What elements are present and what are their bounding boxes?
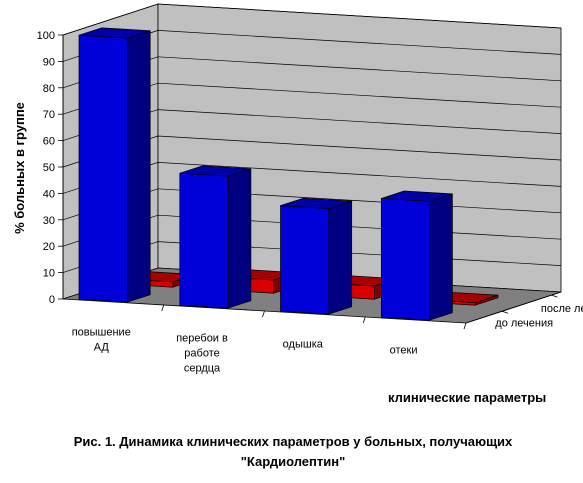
y-tick-label: 40 [43, 188, 55, 200]
figure-caption-line2: "Кардиолептин" [241, 454, 346, 469]
bar-before-3 [380, 190, 453, 321]
category-label: перебои в работе сердца [176, 332, 228, 374]
depth-tick-mark [501, 310, 509, 314]
y-tick-label: 0 [49, 294, 55, 306]
bar-before-2 [280, 197, 353, 315]
y-tick-label: 90 [43, 56, 55, 68]
series-label: до лечения [495, 318, 553, 330]
y-tick-label: 100 [37, 30, 55, 42]
y-axis-ticks: 0 10 20 30 40 50 60 70 80 90 100 [37, 30, 63, 306]
bars [78, 27, 499, 321]
category-label: одышка [283, 338, 324, 350]
series-depth-labels: до лечения после лечения [465, 291, 583, 330]
category-label: отеки [390, 344, 418, 356]
gridline [62, 3, 562, 36]
depth-tick-mark [551, 294, 558, 298]
category-label: повышение АД [72, 326, 131, 353]
y-tick-label: 70 [43, 109, 55, 121]
series-label: после лечения [541, 303, 583, 315]
category-labels: повышение АД перебои в работе сердца одышка от… [72, 304, 467, 374]
y-tick-label: 30 [43, 215, 55, 227]
y-axis-label: % больных в группе [12, 102, 27, 234]
x-tick-mark [262, 310, 265, 318]
y-tick-label: 80 [43, 83, 55, 95]
x-axis-label: клинические параметры [388, 390, 546, 405]
figure-caption-line1: Рис. 1. Динамика клинических параметров … [74, 434, 513, 449]
x-tick-mark [161, 304, 165, 312]
y-tick-label: 10 [43, 268, 55, 280]
y-tick-label: 20 [43, 241, 55, 253]
y-tick-label: 60 [43, 136, 55, 148]
bar-before-0 [78, 27, 151, 303]
bar-before-1 [179, 165, 252, 309]
depth-axis-line [465, 291, 562, 324]
x-tick-mark [463, 322, 467, 330]
y-tick-label: 50 [43, 162, 55, 174]
x-tick-mark [362, 316, 366, 324]
